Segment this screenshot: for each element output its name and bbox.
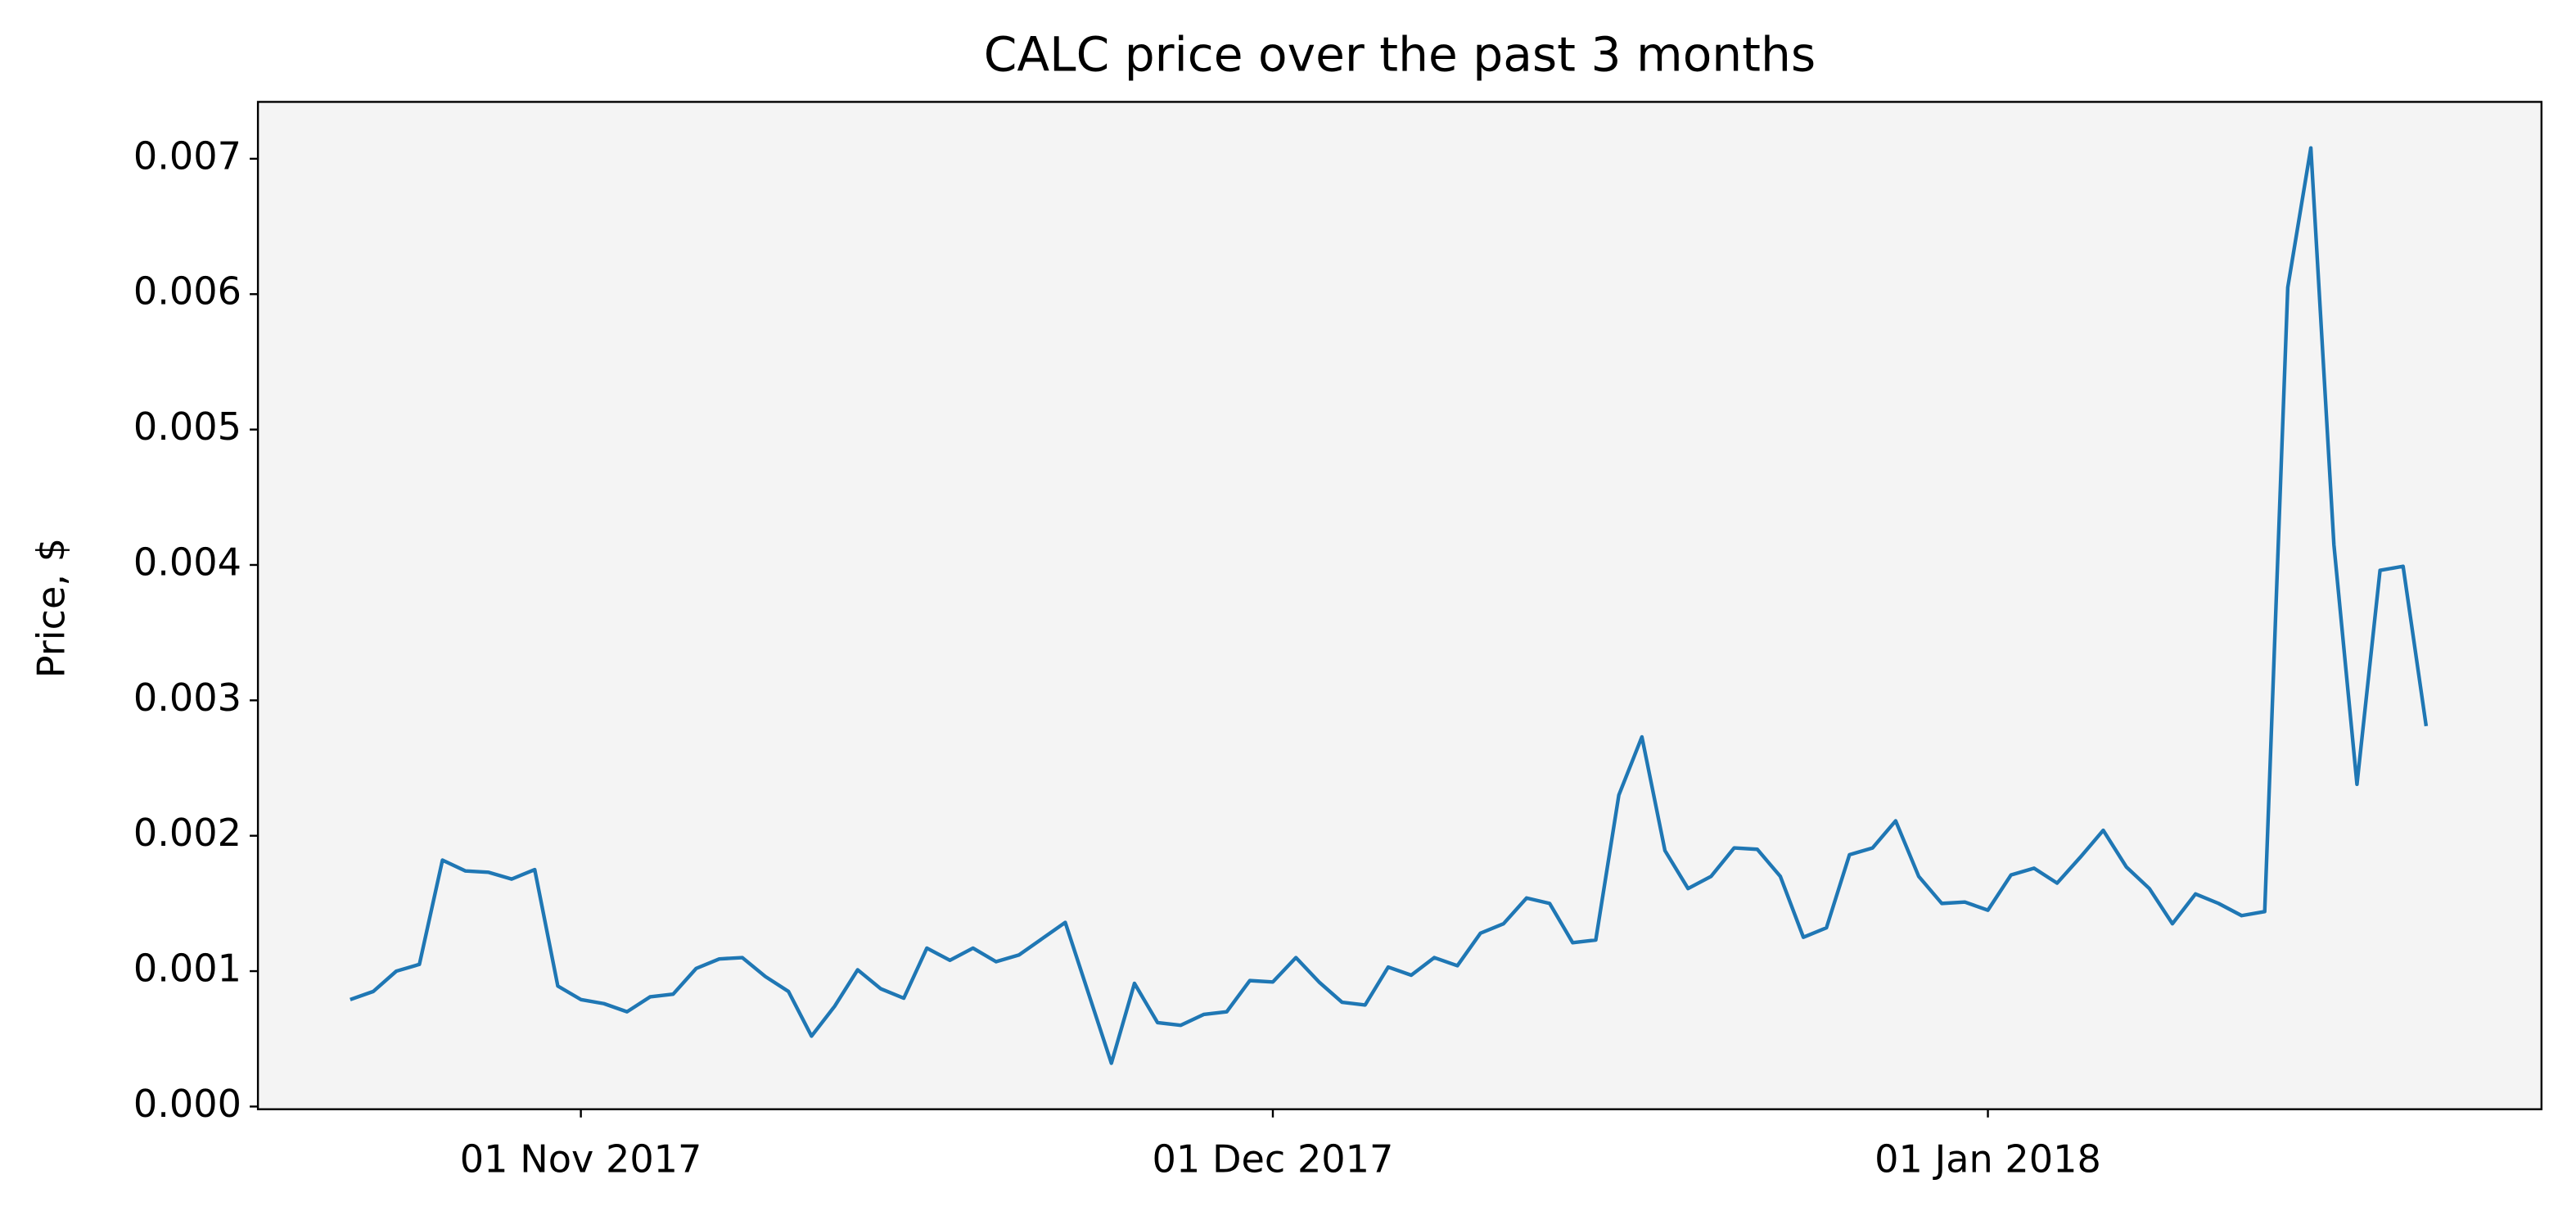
x-tick-label: 01 Dec 2017 xyxy=(1153,1136,1394,1181)
plot-area xyxy=(258,102,2542,1109)
y-tick-label: 0.000 xyxy=(133,1082,241,1126)
chart-title: CALC price over the past 3 months xyxy=(984,26,1816,82)
y-tick-label: 0.006 xyxy=(133,269,241,314)
y-tick-label: 0.003 xyxy=(133,676,241,720)
y-tick-label: 0.007 xyxy=(133,133,241,178)
y-tick-label: 0.004 xyxy=(133,540,241,584)
plot-frame xyxy=(256,101,2543,1110)
price-line xyxy=(350,146,2429,1065)
x-tick-label: 01 Jan 2018 xyxy=(1874,1136,2101,1181)
y-axis-label: Price, $ xyxy=(29,538,74,678)
y-tick-label: 0.002 xyxy=(133,811,241,855)
y-tick-label: 0.005 xyxy=(133,404,241,449)
y-tick-label: 0.001 xyxy=(133,947,241,991)
x-tick-label: 01 Nov 2017 xyxy=(460,1136,702,1181)
